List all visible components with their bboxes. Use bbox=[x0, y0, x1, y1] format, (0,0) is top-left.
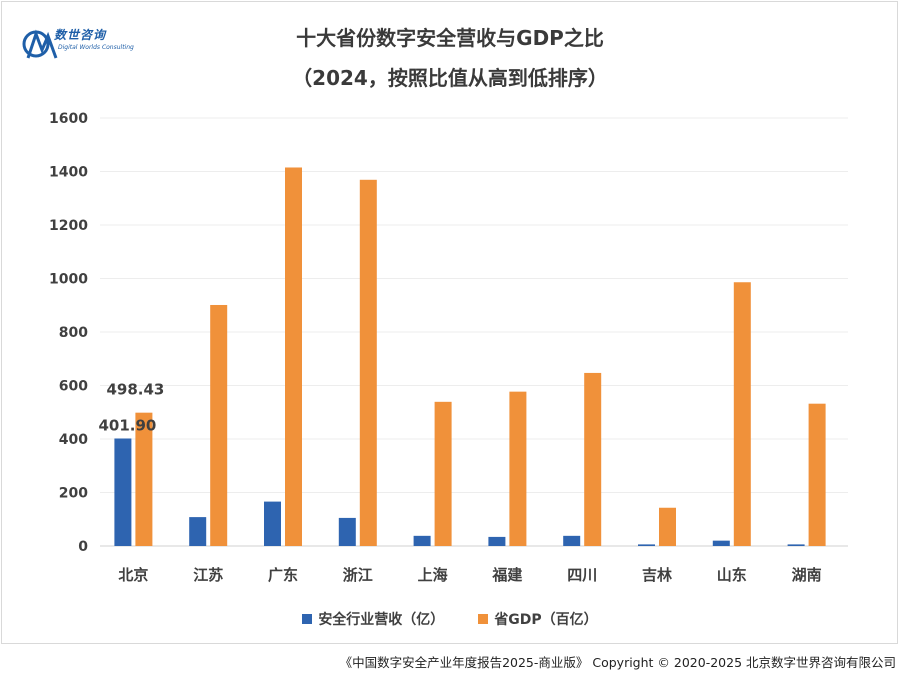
bar-revenue bbox=[264, 501, 281, 546]
bar-revenue bbox=[413, 535, 431, 546]
bar-chart: 0 200 400 600 800 1000 1200 1400 1600 北京 江苏 广东 浙江 上海 福… bbox=[49, 111, 848, 584]
bar-revenue bbox=[189, 517, 207, 546]
bar-revenue bbox=[114, 438, 132, 546]
bar-revenue bbox=[338, 517, 356, 546]
y-tick-label: 1000 bbox=[49, 272, 88, 288]
legend: 安全行业营收（亿） 省GDP（百亿） bbox=[0, 609, 900, 629]
x-tick-label: 广东 bbox=[268, 566, 298, 584]
y-tick-label: 0 bbox=[78, 539, 88, 555]
legend-item-gdp: 省GDP（百亿） bbox=[478, 609, 598, 629]
logo-english-text: Digital Worlds Consulting bbox=[58, 44, 134, 51]
y-tick-label: 800 bbox=[59, 325, 88, 341]
bar-gdp bbox=[808, 403, 826, 546]
bar-gdp bbox=[733, 282, 751, 546]
data-label-revenue: 401.90 bbox=[98, 416, 156, 434]
x-tick-label: 湖南 bbox=[792, 566, 822, 584]
bar-gdp bbox=[359, 179, 377, 547]
x-tick-label: 山东 bbox=[717, 566, 747, 584]
y-tick-label: 1400 bbox=[49, 165, 88, 181]
data-label-gdp: 498.43 bbox=[106, 381, 164, 399]
bar-gdp bbox=[434, 401, 452, 546]
logo-chinese-text: 数世咨询 bbox=[54, 28, 107, 42]
legend-item-revenue: 安全行业营收（亿） bbox=[302, 609, 444, 629]
bar-revenue bbox=[488, 536, 506, 546]
bar-gdp bbox=[659, 507, 676, 546]
bar-gdp bbox=[509, 391, 527, 546]
bar-revenue bbox=[638, 544, 655, 546]
y-tick-label: 1600 bbox=[49, 111, 88, 127]
bar-revenue bbox=[787, 544, 805, 546]
y-tick-label: 400 bbox=[59, 432, 88, 448]
copyright-footer: 《中国数字安全产业年度报告2025-商业版》 Copyright © 2020-… bbox=[339, 655, 896, 670]
chart-title: 十大省份数字安全营收与GDP之比 bbox=[296, 26, 604, 50]
bar-revenue bbox=[712, 540, 730, 546]
bar-gdp bbox=[135, 412, 153, 546]
x-tick-label: 福建 bbox=[491, 566, 523, 584]
legend-label-gdp: 省GDP（百亿） bbox=[494, 612, 598, 628]
y-tick-label: 200 bbox=[59, 486, 88, 502]
y-tick-label: 1200 bbox=[49, 218, 88, 234]
bar-gdp bbox=[210, 304, 228, 546]
logo-mark-icon bbox=[22, 29, 58, 59]
x-tick-label: 上海 bbox=[418, 566, 448, 584]
legend-swatch-revenue bbox=[302, 614, 313, 624]
legend-swatch-gdp bbox=[478, 614, 489, 624]
bar-gdp bbox=[584, 372, 602, 546]
chart-subtitle: （2024，按照比值从高到低排序） bbox=[292, 66, 608, 90]
legend-label-revenue: 安全行业营收（亿） bbox=[318, 612, 445, 628]
x-tick-label: 四川 bbox=[567, 566, 597, 584]
x-tick-label: 浙江 bbox=[343, 566, 373, 584]
logo: 数世咨询 Digital Worlds Consulting bbox=[22, 26, 152, 62]
bar-revenue bbox=[563, 535, 581, 546]
y-tick-label: 600 bbox=[59, 379, 88, 395]
x-tick-label: 北京 bbox=[118, 566, 148, 584]
x-tick-label: 吉林 bbox=[642, 566, 673, 584]
bar-gdp bbox=[285, 167, 302, 547]
x-tick-label: 江苏 bbox=[193, 566, 223, 584]
